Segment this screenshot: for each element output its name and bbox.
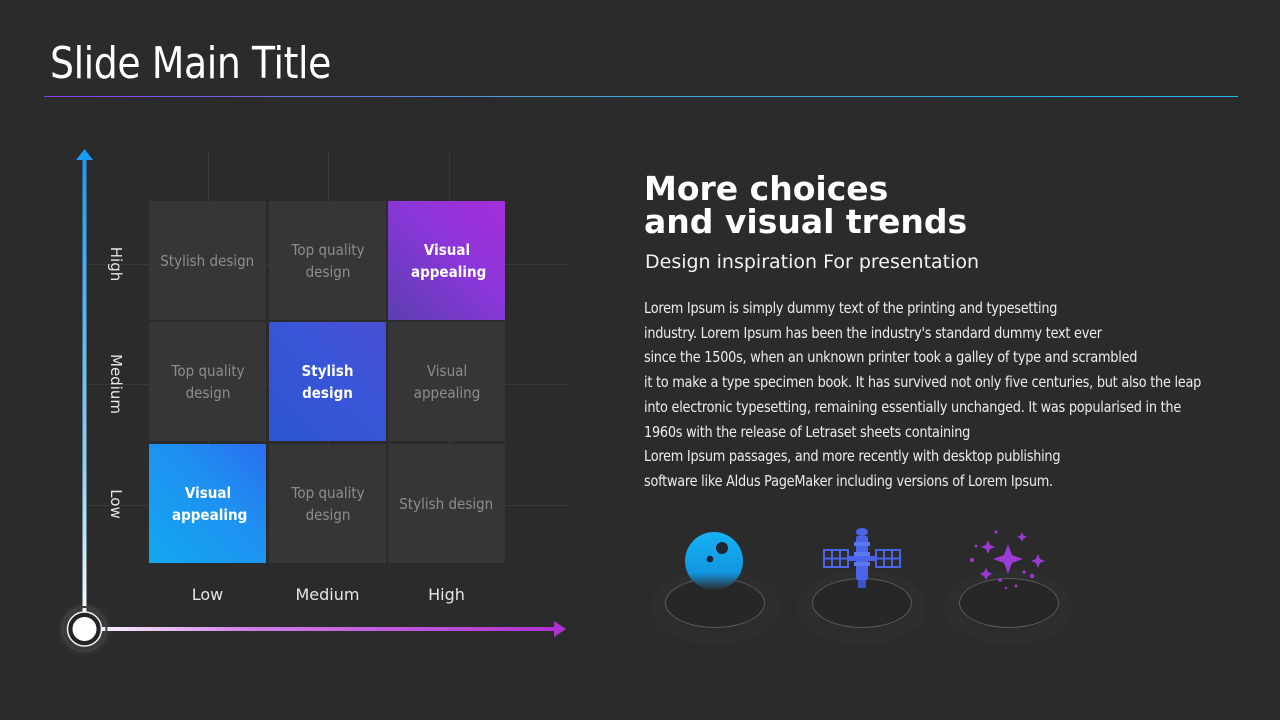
y-axis-line <box>82 158 87 628</box>
x-label-medium: Medium <box>295 585 360 604</box>
x-axis-line <box>84 627 556 631</box>
y-label-medium: Medium <box>107 354 125 414</box>
matrix-cell-low-high: Stylish design <box>388 444 505 563</box>
title-divider <box>44 96 1238 97</box>
matrix-cell-low-medium: Top quality design <box>269 444 386 563</box>
matrix-cell-low-low: Visual appealing <box>149 444 266 563</box>
satellite-icon-badge <box>797 520 927 645</box>
body-line: 1960s with the release of Letraset sheet… <box>644 422 971 441</box>
body-paragraph: Lorem Ipsum is simply dummy text of the … <box>644 296 1264 494</box>
matrix-cell-high-low: Stylish design <box>149 201 266 320</box>
planet-icon <box>685 532 743 590</box>
body-line: into electronic typesetting, remaining e… <box>644 397 1182 416</box>
planet-icon-badge <box>650 520 780 645</box>
sparkles-icon <box>970 530 1045 590</box>
slide-title: Slide Main Title <box>50 38 331 89</box>
sparkles-icon-badge <box>944 520 1074 645</box>
body-line: it to make a type specimen book. It has … <box>644 373 1202 392</box>
y-label-high: High <box>107 246 125 282</box>
pedestal-ring <box>959 578 1059 628</box>
body-line: software like Aldus PageMaker including … <box>644 471 1053 490</box>
matrix-cell-medium-low: Top quality design <box>149 322 266 441</box>
origin-dot <box>72 617 97 641</box>
body-line: Lorem Ipsum is simply dummy text of the … <box>644 299 1058 317</box>
matrix-cell-medium-medium: Stylish design <box>269 322 386 441</box>
heading-line-1: More choices <box>644 169 889 208</box>
heading-line-2: and visual trends <box>644 202 968 241</box>
origin-ring-outer <box>61 606 108 652</box>
matrix-cell-high-high: Visual appealing <box>388 201 505 320</box>
x-label-low: Low <box>191 585 224 604</box>
x-label-high: High <box>428 585 465 604</box>
satellite-icon <box>823 528 901 588</box>
y-axis-arrowhead <box>76 149 93 160</box>
x-axis-arrowhead <box>554 621 566 637</box>
y-label-low: Low <box>107 489 125 519</box>
content-subheading: Design inspiration For presentation <box>645 251 980 273</box>
body-line: Lorem Ipsum passages, and more recently … <box>644 447 1061 466</box>
matrix-cell-medium-high: Visual appealing <box>388 322 505 441</box>
content-heading: More choices and visual trends <box>644 172 967 238</box>
body-line: industry. Lorem Ipsum has been the indus… <box>644 323 1102 342</box>
matrix-cell-high-medium: Top quality design <box>269 201 386 320</box>
body-line: since the 1500s, when an unknown printer… <box>644 348 1138 367</box>
